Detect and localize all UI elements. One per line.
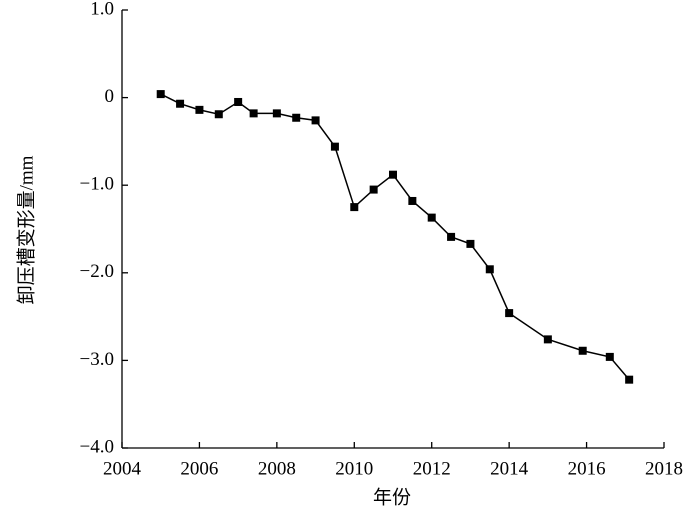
y-tick-label: 1.0 bbox=[90, 0, 114, 19]
data-point bbox=[447, 232, 456, 241]
data-point bbox=[543, 335, 552, 344]
x-tick-label: 2016 bbox=[568, 458, 606, 479]
data-point bbox=[156, 90, 165, 99]
data-point bbox=[195, 105, 204, 114]
data-point bbox=[427, 213, 436, 222]
x-tick-label: 2006 bbox=[180, 458, 218, 479]
data-point bbox=[350, 203, 359, 212]
x-tick-label: 2018 bbox=[645, 458, 683, 479]
data-point bbox=[272, 109, 281, 118]
data-point bbox=[369, 185, 378, 194]
data-point bbox=[466, 239, 475, 248]
data-point bbox=[605, 352, 614, 361]
data-point bbox=[625, 375, 634, 384]
y-tick-label: 0 bbox=[105, 86, 115, 107]
data-point bbox=[578, 346, 587, 355]
data-point bbox=[389, 170, 397, 179]
x-tick-label: 2010 bbox=[335, 458, 373, 479]
y-tick-label: −2.0 bbox=[80, 261, 114, 282]
x-tick-label: 2012 bbox=[413, 458, 451, 479]
y-tick-label: −4.0 bbox=[80, 436, 114, 457]
data-point bbox=[249, 109, 258, 118]
x-tick-label: 2008 bbox=[258, 458, 296, 479]
data-line bbox=[160, 93, 630, 381]
data-point bbox=[408, 196, 417, 205]
y-tick-label: −3.0 bbox=[80, 349, 114, 370]
data-point bbox=[176, 99, 185, 108]
x-tick-label: 2014 bbox=[490, 458, 529, 479]
data-point bbox=[214, 110, 223, 119]
y-tick-label: −1.0 bbox=[80, 174, 114, 195]
x-axis-label: 年份 bbox=[373, 486, 411, 508]
data-point bbox=[292, 113, 301, 122]
y-axis-label: 卸压槽变形量/mm bbox=[15, 155, 37, 304]
data-point bbox=[311, 116, 320, 125]
data-point bbox=[485, 265, 494, 274]
data-point bbox=[234, 97, 243, 106]
data-point bbox=[505, 309, 514, 318]
data-point bbox=[330, 142, 339, 151]
x-tick-label: 2004 bbox=[103, 458, 142, 479]
